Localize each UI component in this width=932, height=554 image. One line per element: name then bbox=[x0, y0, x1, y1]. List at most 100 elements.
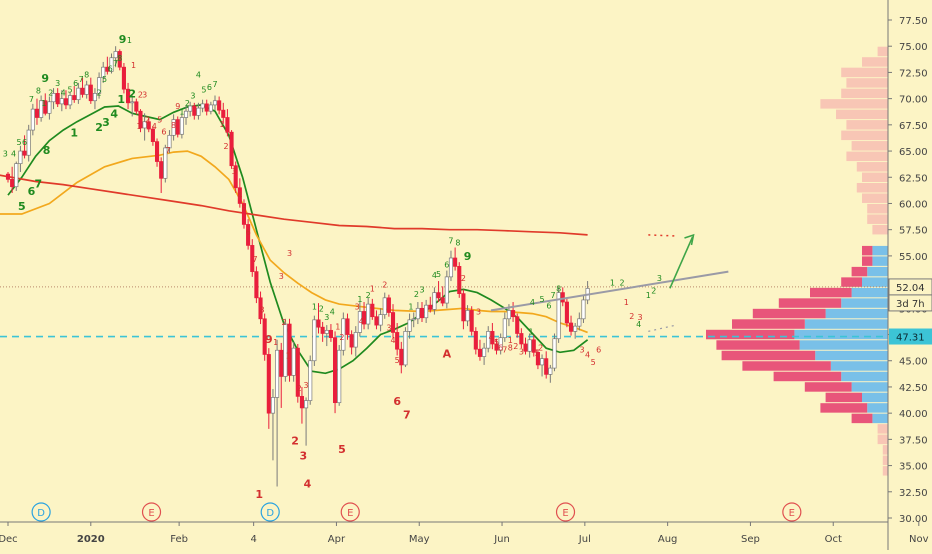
candle-bear[interactable] bbox=[374, 316, 379, 326]
candle-bull[interactable] bbox=[337, 349, 342, 404]
candle-bear[interactable] bbox=[316, 319, 321, 328]
candle-bull[interactable] bbox=[444, 276, 449, 304]
candle-bull[interactable] bbox=[109, 57, 114, 72]
candle-bull[interactable] bbox=[573, 325, 578, 332]
candle-bear[interactable] bbox=[320, 326, 325, 334]
candle-bull[interactable] bbox=[465, 310, 470, 322]
candle-bear[interactable] bbox=[63, 98, 69, 106]
candle-bull[interactable] bbox=[527, 339, 532, 352]
candle-bull[interactable] bbox=[30, 108, 35, 131]
candle-bear[interactable] bbox=[295, 347, 300, 397]
candle-bull[interactable] bbox=[130, 101, 135, 104]
candle-bear[interactable] bbox=[490, 331, 495, 345]
candle-bull[interactable] bbox=[411, 318, 416, 321]
candle-bull[interactable] bbox=[47, 101, 52, 114]
candle-bull[interactable] bbox=[97, 77, 102, 94]
candle-bear[interactable] bbox=[535, 351, 540, 366]
candle-bull[interactable] bbox=[188, 105, 193, 112]
candle-bear[interactable] bbox=[345, 318, 350, 335]
candle-bull[interactable] bbox=[324, 329, 329, 334]
candle-bear[interactable] bbox=[43, 100, 48, 114]
candle-bull[interactable] bbox=[113, 51, 118, 59]
earnings-badge[interactable] bbox=[555, 502, 576, 522]
candle-bull[interactable] bbox=[26, 129, 31, 156]
candle-bear[interactable] bbox=[511, 310, 516, 318]
candle-bear[interactable] bbox=[121, 66, 126, 90]
candle-bull[interactable] bbox=[39, 100, 44, 118]
candle-bull[interactable] bbox=[212, 100, 218, 106]
dividend-badge[interactable] bbox=[31, 502, 51, 522]
candle-bull[interactable] bbox=[163, 147, 168, 179]
candle-bear[interactable] bbox=[544, 358, 549, 375]
candle-bull[interactable] bbox=[357, 311, 362, 333]
candle-bear[interactable] bbox=[333, 337, 338, 404]
candle-bear[interactable] bbox=[150, 128, 155, 142]
candle-bear[interactable] bbox=[399, 348, 404, 366]
candle-bear[interactable] bbox=[229, 131, 234, 167]
candle-bull[interactable] bbox=[403, 331, 408, 366]
candle-bull[interactable] bbox=[179, 117, 184, 135]
candle-bear[interactable] bbox=[531, 339, 536, 353]
candle-bull[interactable] bbox=[14, 163, 19, 188]
candle-bull[interactable] bbox=[486, 331, 491, 349]
candle-bull[interactable] bbox=[577, 318, 582, 327]
candle-bear[interactable] bbox=[126, 88, 131, 104]
candle-bear[interactable] bbox=[34, 108, 40, 118]
candle-bull[interactable] bbox=[171, 119, 176, 136]
earnings-badge[interactable] bbox=[340, 502, 360, 522]
candle-bull[interactable] bbox=[415, 307, 420, 320]
candle-bull[interactable] bbox=[502, 318, 507, 339]
candle-bear[interactable] bbox=[88, 84, 93, 102]
candle-bear[interactable] bbox=[386, 297, 391, 313]
candle-bear[interactable] bbox=[241, 203, 247, 225]
candle-bull[interactable] bbox=[308, 360, 313, 401]
candle-bear[interactable] bbox=[515, 316, 520, 334]
candle-bull[interactable] bbox=[482, 347, 487, 357]
candle-bear[interactable] bbox=[395, 332, 400, 350]
candle-bear[interactable] bbox=[436, 292, 441, 299]
candle-bull[interactable] bbox=[581, 299, 586, 320]
candle-bear[interactable] bbox=[10, 179, 15, 188]
candle-bear[interactable] bbox=[105, 66, 110, 72]
candle-bear[interactable] bbox=[146, 121, 151, 130]
candle-bear[interactable] bbox=[72, 95, 77, 101]
candle-bear[interactable] bbox=[279, 349, 284, 377]
candle-bull[interactable] bbox=[366, 303, 371, 325]
candle-bear[interactable] bbox=[560, 292, 565, 303]
candle-bear[interactable] bbox=[233, 165, 238, 189]
candle-bear[interactable] bbox=[477, 348, 483, 357]
candle-bull[interactable] bbox=[424, 304, 429, 319]
candle-bear[interactable] bbox=[175, 119, 180, 135]
candle-bear[interactable] bbox=[246, 224, 251, 246]
candle-bull[interactable] bbox=[353, 332, 358, 348]
candle-bear[interactable] bbox=[473, 331, 478, 350]
candle-bear[interactable] bbox=[55, 93, 60, 105]
candle-bull[interactable] bbox=[283, 323, 288, 377]
candle-bull[interactable] bbox=[18, 150, 23, 164]
candle-bear[interactable] bbox=[225, 117, 230, 133]
candle-bull[interactable] bbox=[378, 314, 383, 326]
candle-bear[interactable] bbox=[328, 329, 333, 339]
candle-bull[interactable] bbox=[76, 87, 81, 101]
candle-bull[interactable] bbox=[506, 310, 511, 320]
candle-bear[interactable] bbox=[349, 334, 354, 348]
candle-bear[interactable] bbox=[519, 333, 524, 345]
candle-bear[interactable] bbox=[154, 141, 160, 162]
candle-bear[interactable] bbox=[192, 105, 197, 116]
candle-bull[interactable] bbox=[92, 93, 97, 102]
candle-bull[interactable] bbox=[540, 358, 545, 366]
candle-bear[interactable] bbox=[494, 343, 499, 351]
candle-bull[interactable] bbox=[183, 110, 189, 118]
candle-bull[interactable] bbox=[556, 292, 561, 340]
candle-bear[interactable] bbox=[221, 109, 226, 118]
dividend-badge[interactable] bbox=[260, 502, 280, 522]
candle-bull[interactable] bbox=[51, 93, 56, 103]
candle-bull[interactable] bbox=[196, 107, 201, 116]
candle-bear[interactable] bbox=[564, 301, 569, 324]
candle-bear[interactable] bbox=[453, 257, 458, 267]
candle-bull[interactable] bbox=[200, 103, 205, 109]
candle-bull[interactable] bbox=[432, 292, 437, 310]
candle-bear[interactable] bbox=[254, 271, 259, 299]
candle-bear[interactable] bbox=[80, 87, 85, 95]
candle-bear[interactable] bbox=[266, 354, 271, 414]
